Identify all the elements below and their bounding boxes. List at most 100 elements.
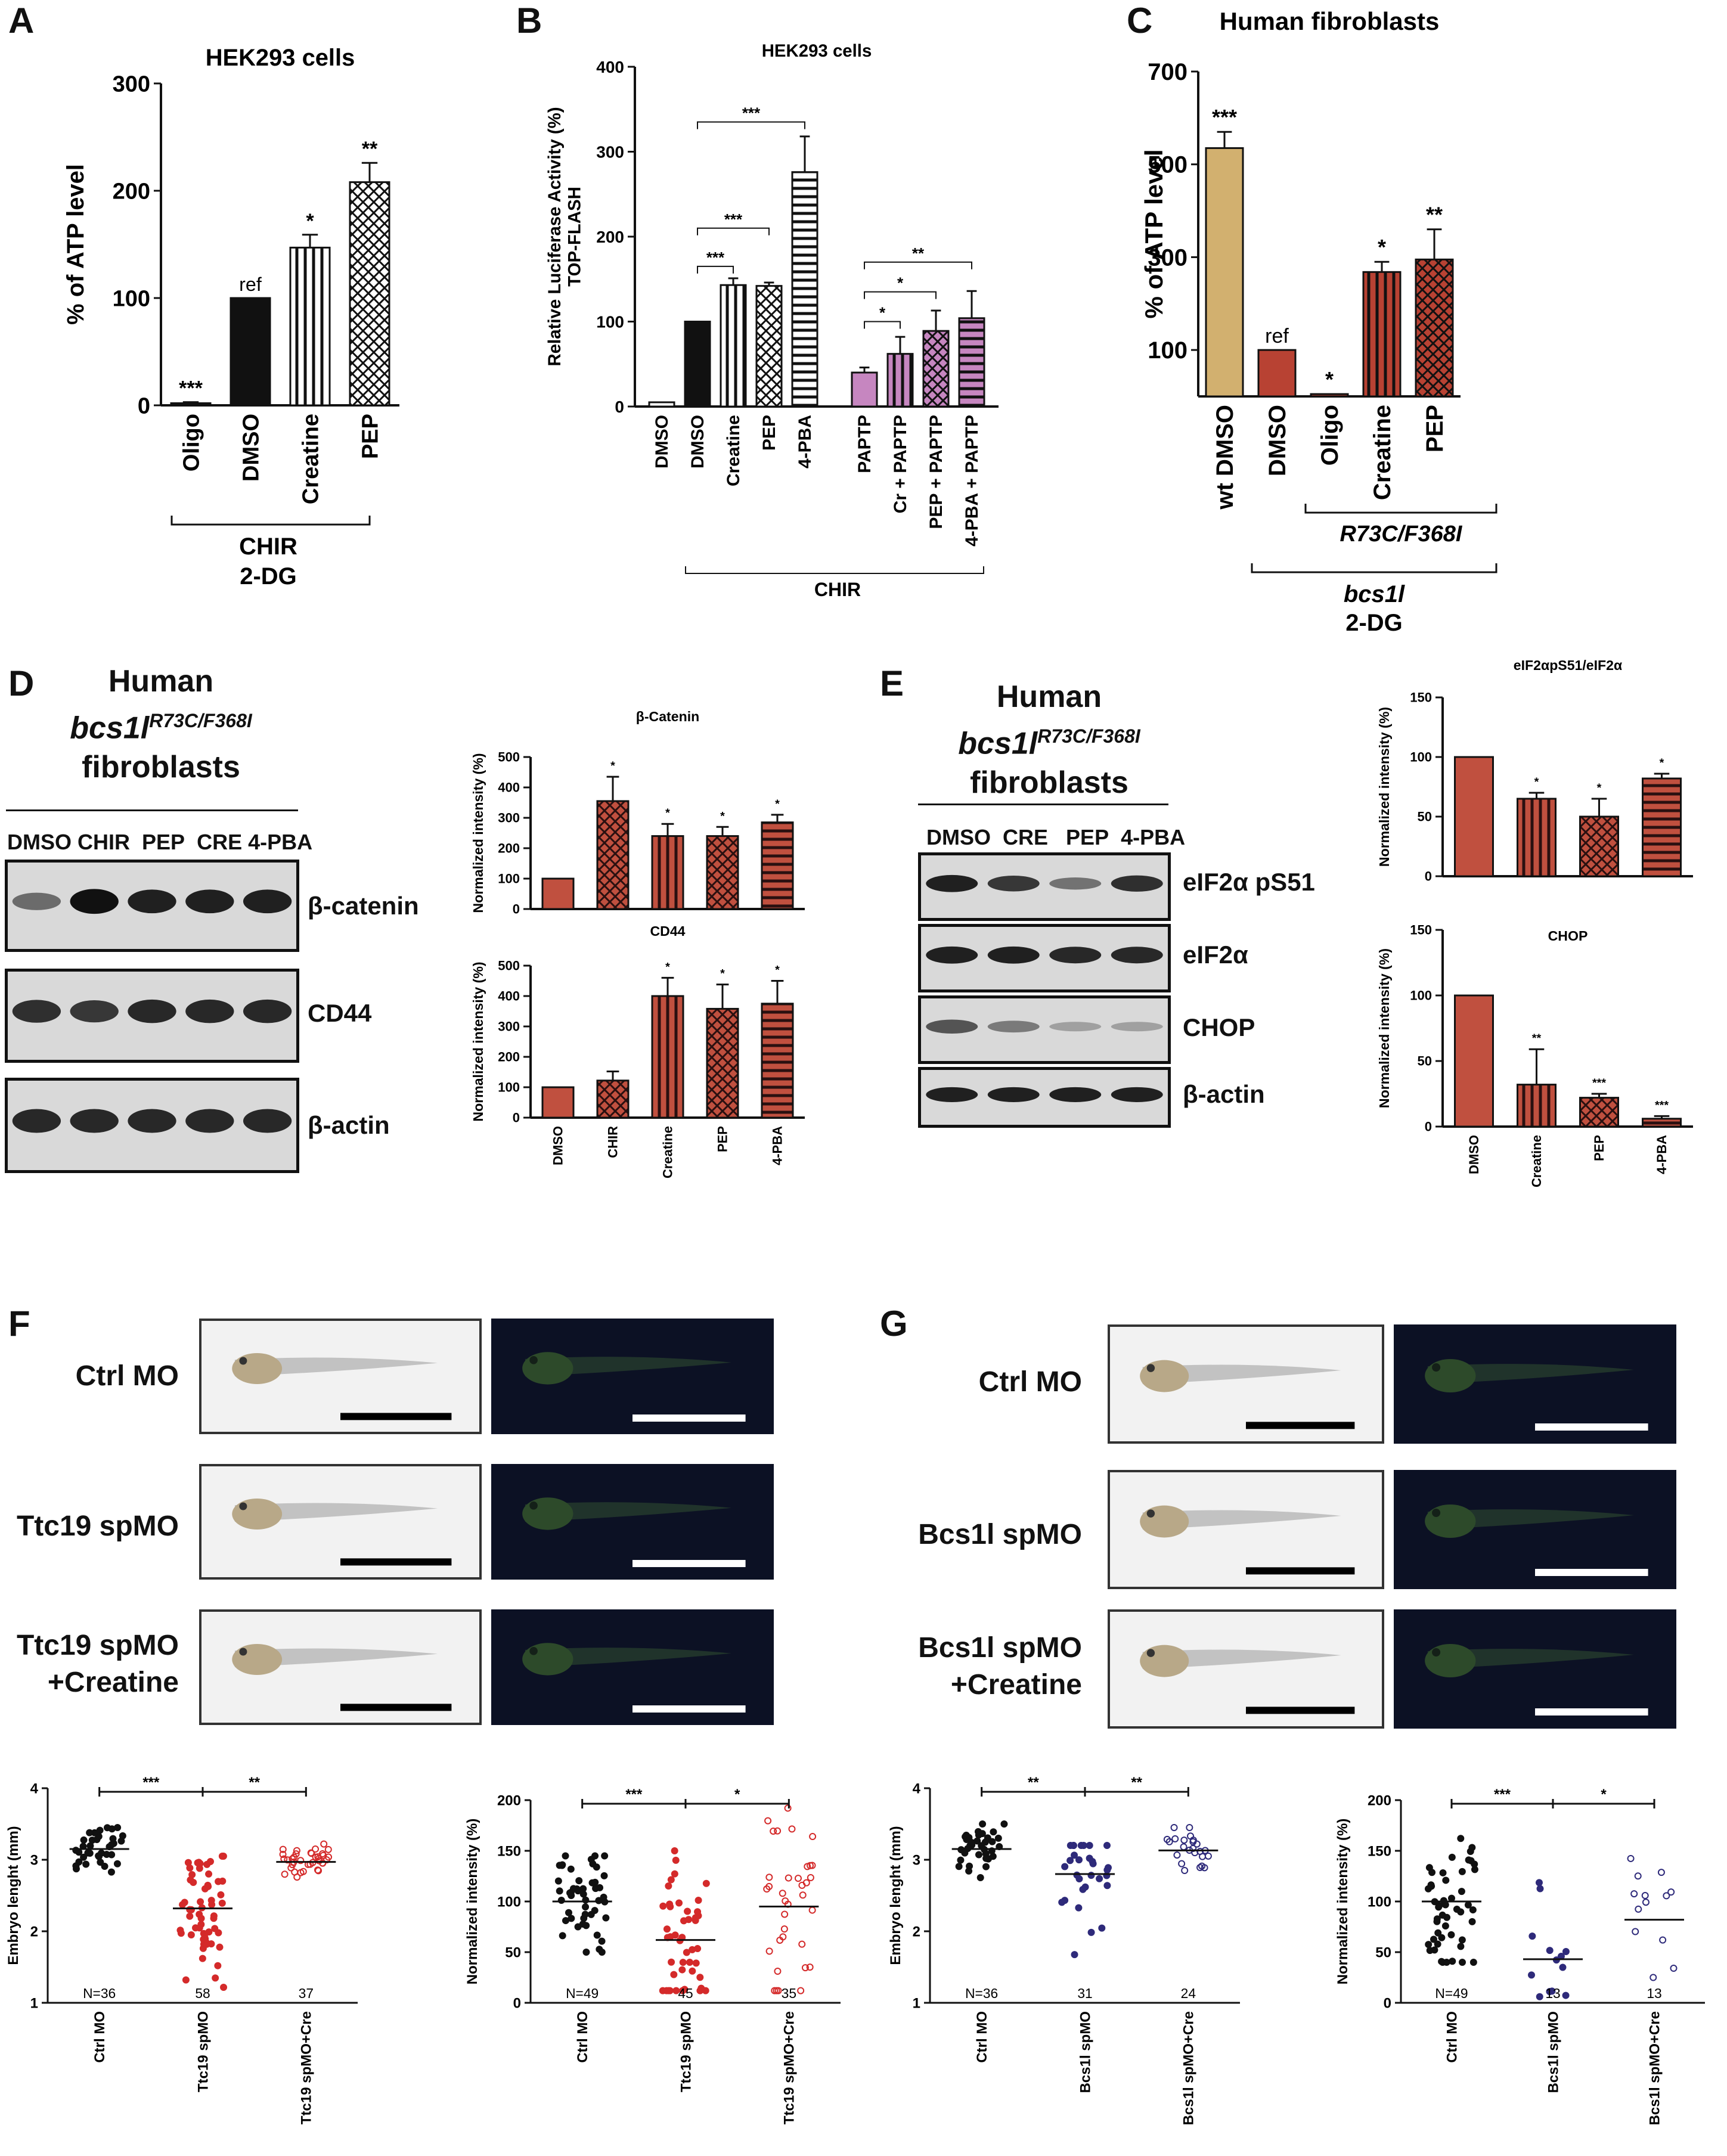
- embryo-body: [1142, 1364, 1341, 1384]
- panel-f-row-label-1: Ctrl MO: [75, 1360, 179, 1392]
- bar: [1362, 271, 1402, 398]
- significance-bracket: [697, 265, 734, 274]
- bar: [1579, 1097, 1619, 1128]
- x-tick-label: PEP: [1422, 405, 1448, 452]
- y-tick-label: 0: [513, 902, 520, 917]
- zebrafish-embryo: [232, 1643, 452, 1711]
- blot-band: [1049, 947, 1102, 964]
- data-point: [1627, 1854, 1635, 1862]
- zebrafish-embryo: [1140, 1645, 1355, 1714]
- blot-band: [1049, 877, 1102, 890]
- lane-label: DMSO: [7, 830, 72, 854]
- zebrafish-embryo: [1140, 1360, 1355, 1429]
- panel-f-row-label-2: Ttc19 spMO: [16, 1510, 179, 1542]
- data-point: [765, 1873, 773, 1881]
- data-point: [774, 1968, 782, 1975]
- blot-band: [987, 946, 1040, 964]
- data-point: [1165, 1838, 1173, 1845]
- zebrafish-embryo: [1425, 1359, 1648, 1431]
- blot-cd44: [5, 969, 299, 1063]
- data-point: [1061, 1863, 1069, 1870]
- significance-label: *: [610, 759, 615, 773]
- data-point: [567, 1865, 575, 1873]
- fish-image-bright: [199, 1609, 482, 1725]
- blot-band: [12, 892, 61, 910]
- data-point: [806, 1963, 814, 1971]
- data-point: [679, 1987, 687, 1994]
- y-tick-label: 300: [113, 72, 150, 97]
- data-point: [1058, 1898, 1066, 1906]
- data-point: [218, 1899, 226, 1907]
- bar: [1642, 777, 1682, 877]
- significance-bracket: [697, 227, 770, 235]
- significance-label: ***: [1212, 105, 1237, 129]
- data-point: [315, 1867, 323, 1875]
- significance-label: *: [1325, 367, 1334, 392]
- y-tick-label: 100: [497, 1894, 521, 1910]
- embryo-yolk: [232, 1498, 283, 1530]
- data-point: [1080, 1842, 1087, 1849]
- data-point: [312, 1853, 320, 1861]
- lane-label: CRE: [197, 830, 243, 854]
- embryo-yolk: [522, 1497, 573, 1530]
- y-tick-label: 50: [505, 1944, 521, 1960]
- y-axis-label: Normalized intensity (%): [464, 1819, 480, 1985]
- n-label: N=36: [965, 1986, 998, 2001]
- data-point: [774, 1827, 782, 1835]
- data-point: [598, 1949, 606, 1956]
- data-point: [1186, 1824, 1193, 1831]
- bar: [1517, 1084, 1557, 1128]
- data-point: [1468, 1918, 1476, 1925]
- data-point: [794, 1875, 802, 1882]
- data-point: [199, 1955, 206, 1962]
- significance-label: ***: [142, 1775, 160, 1791]
- fish-image-bright: [199, 1464, 482, 1580]
- scale-bar: [1246, 1422, 1355, 1429]
- panel-e-title-line2: bcs1lR73C/F368I: [918, 716, 1180, 763]
- data-point: [308, 1850, 315, 1857]
- data-point: [1442, 1876, 1450, 1884]
- y-tick-label: 4: [913, 1780, 921, 1797]
- fish-image-bright: [199, 1319, 482, 1434]
- data-point: [1425, 1941, 1433, 1949]
- bar: [922, 330, 950, 408]
- data-point: [1198, 1862, 1206, 1870]
- data-point: [1180, 1837, 1188, 1844]
- significance-label: *: [1378, 235, 1386, 259]
- y-axis-label: Normalized intensity (%): [1335, 1819, 1351, 1985]
- significance-label: *: [734, 1786, 740, 1803]
- data-point: [1000, 1820, 1008, 1828]
- bar: [720, 284, 747, 408]
- embryo-yolk: [232, 1352, 283, 1385]
- data-point: [982, 1863, 990, 1870]
- significance-label: ***: [706, 249, 725, 266]
- fish-image-fluorescence: [491, 1319, 774, 1434]
- data-point: [207, 1897, 215, 1904]
- blot-image: [926, 1087, 1163, 1102]
- bar: [596, 800, 630, 910]
- data-point: [598, 1937, 606, 1945]
- data-point: [1667, 1888, 1675, 1896]
- data-point: [1439, 1869, 1447, 1876]
- panel-letter-f: F: [8, 1304, 30, 1344]
- data-point: [978, 1842, 985, 1850]
- data-point: [579, 1890, 587, 1898]
- n-label: N=49: [566, 1986, 599, 2001]
- data-point: [671, 1870, 678, 1878]
- data-point: [1447, 1931, 1455, 1938]
- bar: [791, 171, 818, 408]
- x-tick-label: DMSO: [652, 415, 672, 469]
- panel-d-gene: bcs1l: [70, 711, 150, 746]
- chart-title: Human fibroblasts: [1220, 7, 1440, 35]
- data-point: [103, 1824, 111, 1832]
- data-point: [312, 1845, 320, 1853]
- significance-label: **: [1532, 1032, 1542, 1045]
- panel-g-row-label-1: Ctrl MO: [978, 1366, 1082, 1398]
- n-label: 13: [1647, 1986, 1661, 2001]
- x-tick-label: PEP: [759, 415, 779, 451]
- y-axis-label-2: TOP-FLASH: [565, 187, 585, 287]
- x-tick-label: PAPTP: [855, 415, 875, 473]
- y-tick-label: 200: [498, 1050, 520, 1065]
- blot-band: [1111, 1022, 1163, 1032]
- blot-chop: [918, 995, 1171, 1064]
